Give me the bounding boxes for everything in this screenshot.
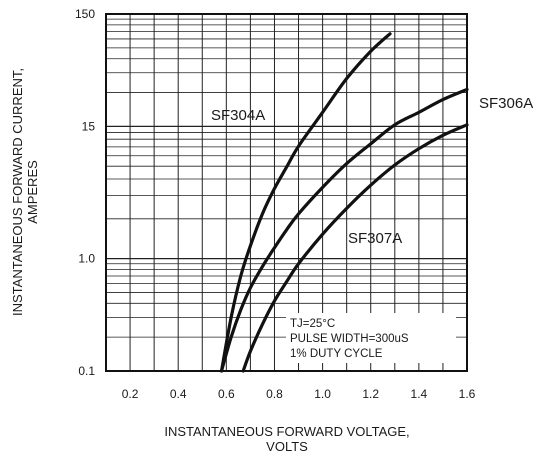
- note-line-tj: TJ=25°C: [290, 318, 335, 330]
- x-tick-label: 1.2: [362, 387, 379, 401]
- series-line-sf304a: [219, 32, 392, 373]
- x-tick-label: 1.0: [314, 387, 331, 401]
- x-tick-label: 1.4: [411, 387, 428, 401]
- note-line-pulse-width: PULSE WIDTH=300uS: [290, 333, 409, 345]
- y-axis-title-line-1: INSTANTANEOUS FORWARD CURRENT,: [10, 68, 25, 316]
- series-line-sf307a: [241, 123, 469, 373]
- series-label-sf307a: SF307A: [348, 230, 402, 247]
- x-tick-label: 0.6: [218, 387, 235, 401]
- tick-layer: 0.2 0.4 0.6 0.8 1.0 1.2 1.4 1.6 0.1 1.0 15 150: [75, 7, 476, 401]
- note-line-duty-cycle: 1% DUTY CYCLE: [290, 348, 383, 360]
- y-tick-label: 1.0: [78, 252, 95, 266]
- grid-layer: [106, 14, 467, 371]
- series-line-sf306a: [219, 87, 469, 373]
- y-tick-label: 15: [82, 119, 96, 133]
- x-tick-label: 0.2: [122, 387, 139, 401]
- curve-layer: [219, 32, 469, 373]
- note-background: [286, 313, 456, 363]
- x-tick-label: 1.6: [459, 387, 476, 401]
- series-label-sf306a: SF306A: [479, 95, 533, 112]
- x-tick-label: 0.4: [170, 387, 187, 401]
- test-conditions-note: TJ=25°C PULSE WIDTH=300uS 1% DUTY CYCLE: [286, 313, 456, 363]
- y-tick-label: 0.1: [78, 364, 95, 378]
- x-tick-label: 0.8: [266, 387, 283, 401]
- plot-frame: [105, 13, 468, 372]
- y-axis-title-line-2: AMPERES: [25, 160, 40, 224]
- y-tick-label: 150: [75, 7, 95, 21]
- x-axis-title-line-1: INSTANTANEOUS FORWARD VOLTAGE,: [164, 424, 409, 439]
- x-axis-title-line-2: VOLTS: [266, 439, 308, 454]
- series-label-sf304a: SF304A: [211, 107, 265, 124]
